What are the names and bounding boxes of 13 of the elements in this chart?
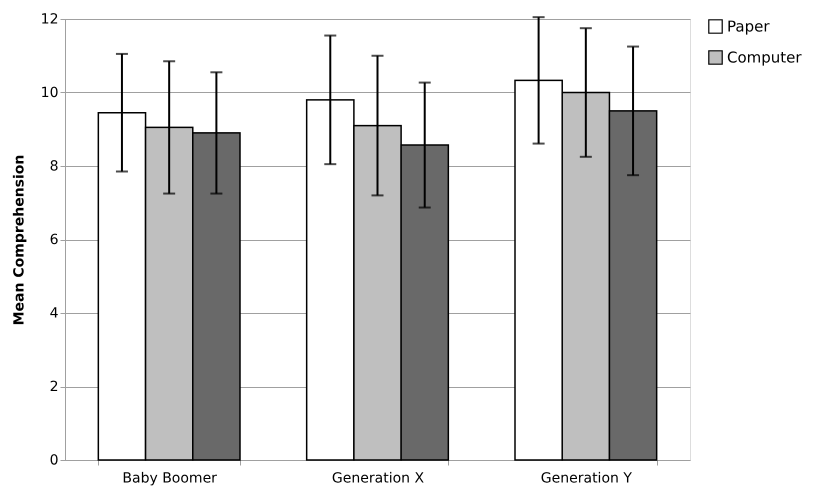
y-tick-label: 0 — [50, 452, 58, 468]
x-tick-label: Generation Y — [540, 470, 632, 486]
y-tick-label: 4 — [50, 306, 59, 322]
y-tick-label: 12 — [40, 12, 58, 28]
y-tick-label: 2 — [50, 379, 58, 395]
y-tick-label: 8 — [50, 158, 58, 174]
legend-label: Computer — [727, 48, 802, 66]
legend-label: Paper — [727, 18, 770, 36]
x-tick-label: Baby Boomer — [122, 470, 218, 486]
y-tick-label: 6 — [50, 232, 59, 248]
y-axis-title: Mean Comprehension — [12, 154, 28, 326]
x-tick-label: Generation X — [332, 470, 424, 486]
y-tick-label: 10 — [40, 85, 58, 101]
